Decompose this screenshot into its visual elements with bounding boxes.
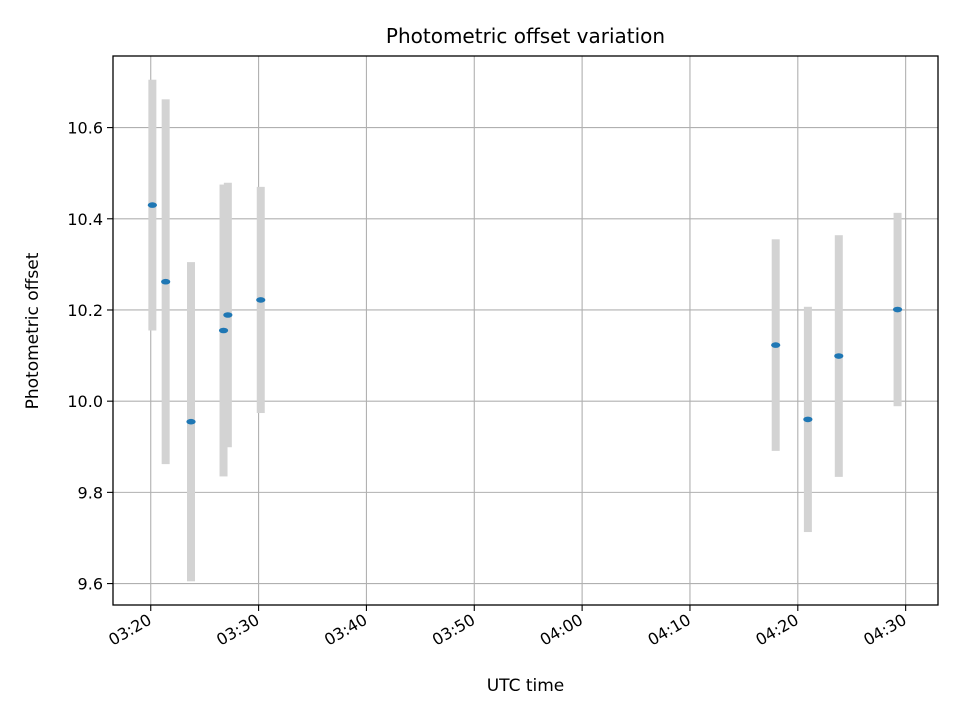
- y-tick-label: 10.2: [67, 301, 103, 320]
- y-axis: 9.6 9.8 10.0 10.2 10.4 10.6: [67, 119, 113, 594]
- plot-frame: [112, 55, 939, 606]
- x-axis-label: UTC time: [487, 676, 565, 696]
- data-point: [223, 312, 233, 318]
- data-point: [771, 342, 781, 348]
- y-tick-label: 10.6: [67, 119, 103, 138]
- y-tick-label: 9.6: [78, 575, 103, 594]
- data-point: [147, 202, 157, 208]
- data-point: [892, 306, 903, 313]
- y-tick-label: 10.0: [67, 392, 103, 411]
- y-tick-label: 9.8: [78, 483, 103, 502]
- data-point: [256, 297, 266, 303]
- data-point: [161, 278, 171, 285]
- chart-title: Photometric offset variation: [386, 24, 665, 48]
- grid: [113, 56, 938, 605]
- data-point: [186, 418, 196, 425]
- data-point: [218, 327, 229, 334]
- y-axis-label: Photometric offset: [23, 252, 43, 409]
- data-point: [834, 353, 844, 359]
- data-points: [147, 202, 903, 425]
- y-tick-label: 10.4: [67, 210, 103, 229]
- data-point: [803, 416, 813, 423]
